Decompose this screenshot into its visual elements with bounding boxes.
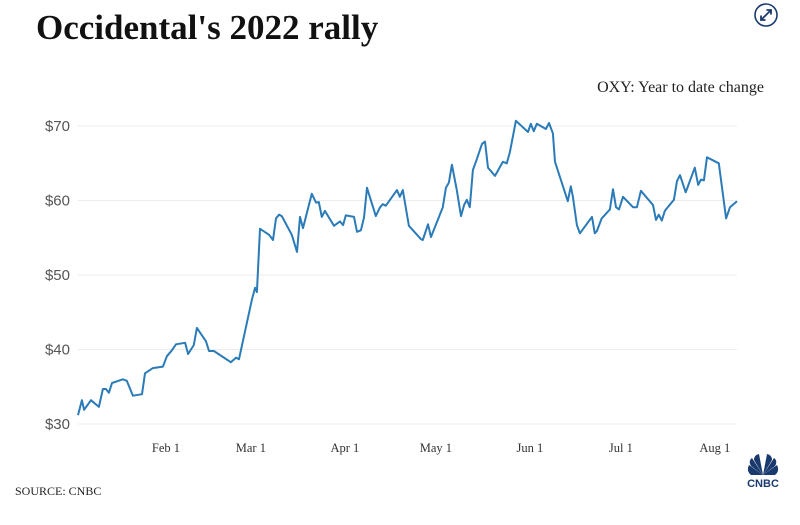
- x-tick-label: Mar 1: [236, 441, 266, 455]
- cnbc-logo: CNBC: [739, 453, 787, 490]
- y-tick-label: $50: [45, 267, 70, 284]
- y-tick-label: $30: [45, 416, 70, 433]
- x-tick-label: Jun 1: [516, 441, 543, 455]
- cnbc-logo-text: CNBC: [747, 478, 779, 489]
- x-tick-label: Jul 1: [609, 441, 633, 455]
- x-tick-label: Apr 1: [330, 441, 359, 455]
- chart-title: Occidental's 2022 rally: [36, 8, 379, 47]
- x-tick-label: May 1: [420, 441, 452, 455]
- expand-button[interactable]: [754, 3, 778, 27]
- source-note: SOURCE: CNBC: [15, 484, 102, 498]
- series-line-oxy: [77, 119, 738, 416]
- expand-arrows-icon: [754, 3, 778, 27]
- y-tick-label: $70: [45, 118, 70, 135]
- x-tick-label: Feb 1: [152, 441, 180, 455]
- y-tick-label: $60: [45, 193, 70, 210]
- y-tick-label: $40: [45, 342, 70, 359]
- x-tick-label: Aug 1: [699, 441, 730, 455]
- chart-subtitle: OXY: Year to date change: [597, 79, 764, 96]
